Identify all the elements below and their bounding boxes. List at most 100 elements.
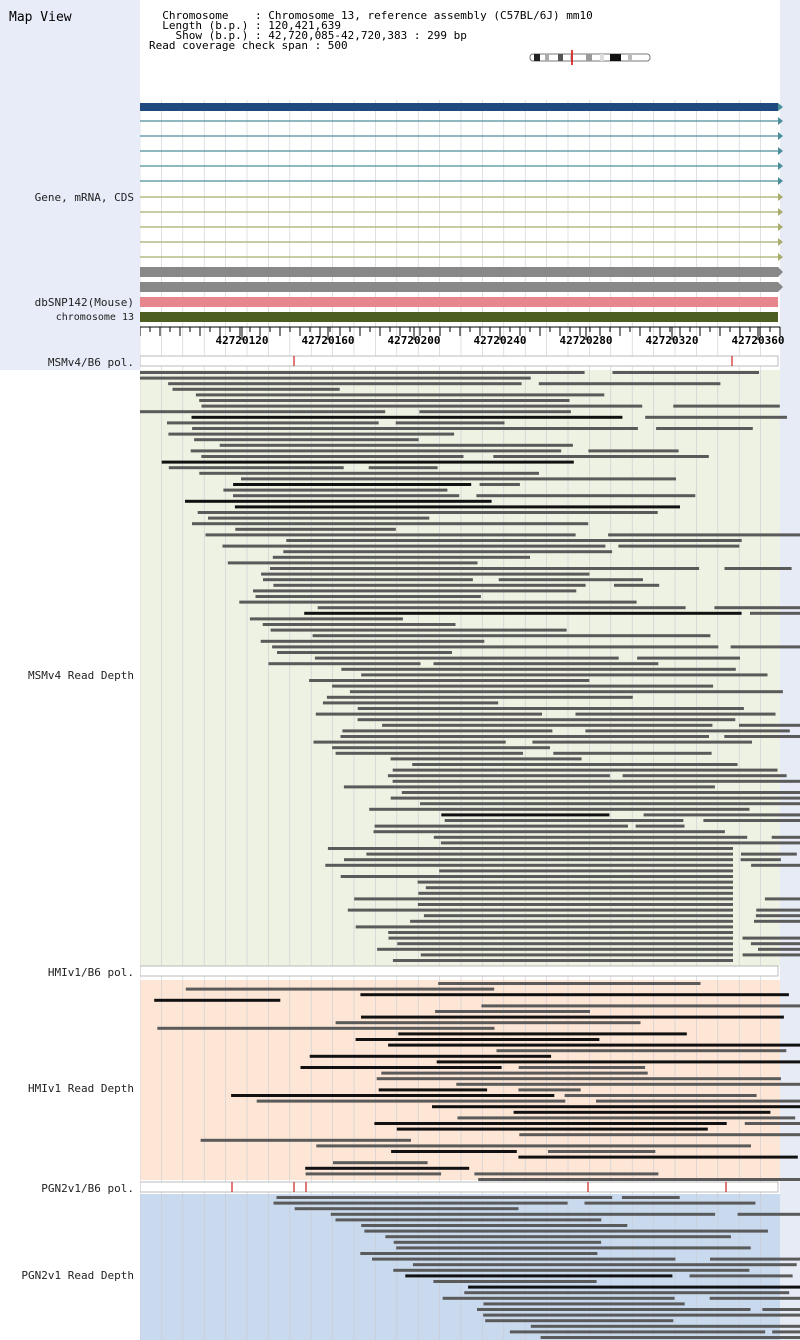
sequence-read [538,382,721,386]
sequence-read [410,919,733,923]
sequence-read [483,1313,800,1317]
sequence-read [283,550,613,554]
sequence-read [396,1246,751,1250]
sequence-read [585,729,790,733]
sequence-read [479,483,520,486]
sequence-read [355,925,733,929]
sequence-read [468,1285,800,1289]
sequence-read [730,645,800,649]
sequence-read [618,544,740,548]
sequence-read [530,1324,800,1328]
sequence-read [374,1122,727,1125]
sequence-read [253,589,577,593]
sequence-read [392,779,800,783]
sequence-read [772,1330,800,1334]
sequence-read [390,757,582,761]
right-margin [780,0,800,1340]
cds-arrow-icon [778,238,783,246]
sequence-read [197,511,658,514]
sequence-read [474,1172,659,1176]
sequence-read [493,455,709,458]
sequence-read [340,735,709,738]
msm-pol-track [140,355,779,367]
ruler-tick-label: 42720280 [560,334,613,347]
sequence-read [376,1077,781,1081]
sequence-read [361,1224,628,1227]
sequence-read [355,1038,600,1041]
genome-browser-canvas[interactable]: 42720120 42720160 42720200 42720240 42720280… [140,0,800,1340]
ideogram-band [600,54,604,61]
sequence-read [286,539,742,542]
sequence-read [305,1172,442,1176]
sequence-read [316,1144,751,1148]
sequence-read [369,807,750,811]
sequence-read [332,684,714,688]
sequence-read [754,919,800,923]
sequence-read [185,987,495,991]
left-panel [0,0,140,1340]
sequence-read [392,768,778,772]
ideogram-band [545,54,549,61]
sequence-read [419,410,571,414]
sequence-read [205,533,576,537]
sequence-read [261,572,590,576]
sequence-read [388,936,733,940]
hmi-pol-label: HMIv1/B6 pol. [47,966,134,979]
sequence-read [343,785,715,789]
sequence-read [519,1133,800,1137]
sequence-read [755,914,800,918]
cds-arrow-icon [778,193,783,201]
sequence-read [294,1207,519,1211]
sequence-read [425,886,733,890]
sequence-read [423,914,733,918]
sequence-read [509,1330,766,1334]
mrna-arrow-icon [778,147,783,155]
sequence-read [325,863,733,867]
sequence-read [361,673,768,677]
gene-bar [140,103,778,111]
sequence-read [709,1296,800,1300]
sequence-read [420,953,733,957]
sequence-read [327,847,733,850]
sequence-read [739,723,800,727]
sequence-read [233,494,460,498]
gray-arrow-icon [778,267,783,277]
sequence-read [387,774,610,778]
sequence-read [373,830,725,834]
sequence-read [442,1296,675,1300]
sequence-read [485,1319,674,1323]
gray-track-bar [140,282,778,292]
sequence-read [335,751,523,755]
sequence-read [435,1010,590,1013]
sequence-read [263,578,473,582]
gene-arrow-icon [778,103,783,111]
info-line-chromosome: Chromosome : Chromosome 13, reference as… [149,9,593,22]
sequence-read [758,947,800,951]
ideogram-band [610,54,621,61]
sequence-read [614,583,660,587]
sequence-read [335,1021,641,1025]
sequence-read [703,819,800,822]
sequence-read [436,1060,800,1064]
sequence-read [300,1066,502,1069]
sequence-read [366,852,733,856]
sequence-read [637,656,740,660]
sequence-read [330,1212,716,1216]
sequence-read [273,1201,568,1205]
sequence-read [540,1336,800,1339]
pgn-depth-label: PGN2v1 Read Depth [21,1269,134,1282]
sequence-read [737,1212,800,1216]
sequence-read [392,959,733,962]
sequence-read [322,701,499,705]
ruler-tick-label: 42720120 [216,334,269,347]
ruler-tick-label: 42720160 [302,334,355,347]
msm-pol-label: MSMv4/B6 pol. [47,356,134,369]
sequence-read [440,841,800,845]
sequence-read [249,617,403,621]
sequence-read [161,460,574,464]
sequence-read [405,1274,673,1278]
sequence-read [190,449,562,453]
sequence-read [432,1105,800,1109]
sequence-read [341,667,736,671]
sequence-read [361,1015,784,1019]
